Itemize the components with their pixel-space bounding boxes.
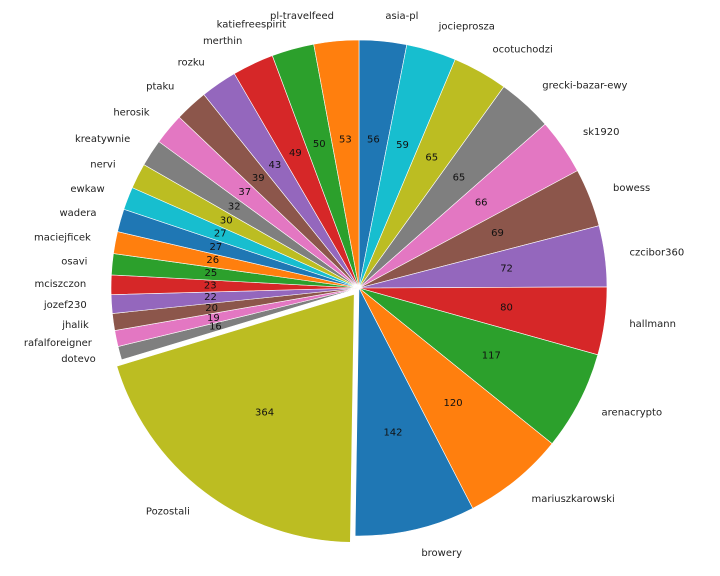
value-label-merthin: 49 xyxy=(289,148,302,159)
value-label-arenacrypto: 117 xyxy=(482,351,501,362)
category-label-herosik: herosik xyxy=(113,108,149,119)
category-label-nervi: nervi xyxy=(90,159,115,170)
category-label-ewkaw: ewkaw xyxy=(70,184,104,195)
value-label-jhalik: 20 xyxy=(205,303,218,314)
category-labels: asia-pl jocieprosza ocotuchodzi grecki-baza… xyxy=(24,11,684,559)
value-label-hallmann: 80 xyxy=(500,302,513,313)
value-label-wadera: 27 xyxy=(209,242,222,253)
pie-slices xyxy=(110,39,608,543)
category-label-jhalik: jhalik xyxy=(61,320,89,331)
value-label-asia-pl: 56 xyxy=(367,134,380,145)
category-label-katiefreespirit: katiefreespirit xyxy=(217,20,287,31)
value-label-rafalforeigner: 19 xyxy=(207,313,220,324)
category-label-mciszczon: mciszczon xyxy=(35,279,87,290)
value-label-jocieprosza: 59 xyxy=(396,140,409,151)
value-label-osavi: 25 xyxy=(205,268,218,279)
category-label-kreatywnie: kreatywnie xyxy=(75,134,130,145)
category-label-dotevo: dotevo xyxy=(61,354,96,365)
category-label-asia-pl: asia-pl xyxy=(385,11,418,22)
value-label-mariuszkarowski: 120 xyxy=(444,398,463,409)
category-label-rafalforeigner: rafalforeigner xyxy=(24,338,93,349)
value-label-katiefreespirit: 50 xyxy=(313,139,326,150)
value-label-bowess: 69 xyxy=(491,228,504,239)
category-label-maciejficek: maciejficek xyxy=(34,232,91,243)
value-label-czcibor360: 72 xyxy=(500,263,513,274)
category-label-jozef230: jozef230 xyxy=(43,300,87,311)
category-label-sk1920: sk1920 xyxy=(583,127,619,138)
category-label-czcibor360: czcibor360 xyxy=(630,247,685,258)
value-label-jozef230: 22 xyxy=(204,292,217,303)
category-label-hallmann: hallmann xyxy=(629,319,676,330)
value-label-ptaku: 39 xyxy=(252,173,265,184)
value-label-pl-travelfeed: 53 xyxy=(339,134,352,145)
category-label-jocieprosza: jocieprosza xyxy=(438,22,495,33)
value-label-kreatywnie: 32 xyxy=(228,201,241,212)
category-label-arenacrypto: arenacrypto xyxy=(602,407,663,418)
value-label-ewkaw: 27 xyxy=(214,229,227,240)
category-label-pozostali: Pozostali xyxy=(146,507,190,518)
category-label-merthin: merthin xyxy=(203,36,242,47)
category-label-ptaku: ptaku xyxy=(146,82,174,93)
category-label-ocotuchodzi: ocotuchodzi xyxy=(492,45,552,56)
category-label-pl-travelfeed: pl-travelfeed xyxy=(270,11,334,22)
category-label-rozku: rozku xyxy=(178,58,205,69)
value-label-mciszczon: 23 xyxy=(204,281,217,292)
value-label-sk1920: 66 xyxy=(475,198,488,209)
value-label-maciejficek: 26 xyxy=(206,255,219,266)
category-label-bowess: bowess xyxy=(613,183,650,194)
category-label-mariuszkarowski: mariuszkarowski xyxy=(531,494,614,505)
value-label-rozku: 43 xyxy=(268,160,281,171)
slice-pl-travelfeed xyxy=(313,39,360,289)
category-label-browery: browery xyxy=(421,548,462,559)
value-label-ocotuchodzi: 65 xyxy=(425,153,438,164)
slice-pozostali xyxy=(116,293,355,543)
category-label-osavi: osavi xyxy=(61,256,87,267)
value-label-dotevo: 16 xyxy=(209,322,222,333)
value-label-pozostali: 364 xyxy=(255,408,274,419)
value-label-nervi: 30 xyxy=(220,215,233,226)
value-label-grecki-bazar-ewy: 65 xyxy=(453,172,466,183)
value-label-browery: 142 xyxy=(383,427,402,438)
category-label-wadera: wadera xyxy=(60,208,97,219)
slice-browery xyxy=(354,287,474,537)
category-label-grecki-bazar-ewy: grecki-bazar-ewy xyxy=(542,80,627,91)
value-label-herosik: 37 xyxy=(238,187,251,198)
